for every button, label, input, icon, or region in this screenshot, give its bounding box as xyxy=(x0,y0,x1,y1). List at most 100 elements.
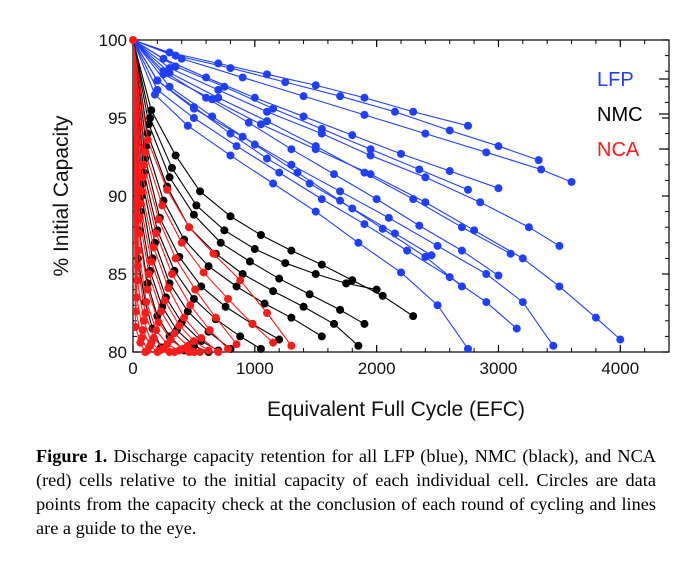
lfp-data-point xyxy=(360,220,369,229)
lfp-data-point xyxy=(384,213,393,222)
origin-data-point xyxy=(129,36,137,44)
nca-data-point xyxy=(136,338,145,347)
nmc-data-point xyxy=(305,290,314,299)
y-tick-label: 90 xyxy=(108,187,127,206)
lfp-curve-line xyxy=(133,39,499,277)
nca-data-point xyxy=(209,249,218,258)
lfp-data-point xyxy=(476,198,485,207)
nmc-data-point xyxy=(204,262,213,271)
series-lfp xyxy=(133,39,625,353)
lfp-data-point xyxy=(433,241,442,250)
nca-data-point xyxy=(149,243,158,252)
lfp-data-point xyxy=(208,112,217,121)
lfp-data-point xyxy=(232,142,241,151)
lfp-data-point xyxy=(518,298,527,307)
nca-data-point xyxy=(139,316,148,325)
nca-data-point xyxy=(189,337,198,346)
nca-data-point xyxy=(133,307,141,316)
lfp-data-point xyxy=(214,93,223,102)
lfp-data-point xyxy=(220,82,229,91)
lfp-data-point xyxy=(421,173,430,182)
series-nca xyxy=(133,39,296,356)
y-axis-label: % Initial Capacity xyxy=(50,115,73,277)
nca-data-point xyxy=(133,293,141,302)
lfp-data-point xyxy=(293,168,302,177)
lfp-data-point xyxy=(366,151,375,160)
nmc-data-point xyxy=(275,335,284,344)
nca-data-point xyxy=(157,307,166,316)
lfp-data-point xyxy=(464,344,472,353)
lfp-data-point xyxy=(409,107,418,116)
lfp-data-point xyxy=(287,145,296,154)
nca-data-point xyxy=(236,276,245,285)
nmc-data-point xyxy=(281,259,290,268)
lfp-data-point xyxy=(189,114,198,122)
lfp-data-point xyxy=(263,70,271,79)
y-tick-label: 80 xyxy=(108,343,127,362)
caption-label: Figure 1. xyxy=(36,446,108,466)
lfp-data-point xyxy=(238,73,247,82)
lfp-curve-line xyxy=(133,39,463,287)
nmc-data-point xyxy=(256,231,265,239)
nca-curve-line xyxy=(133,39,274,344)
nca-data-point xyxy=(263,309,271,317)
nca-data-point xyxy=(167,270,176,278)
lfp-data-point xyxy=(482,298,491,307)
lfp-data-point xyxy=(555,241,564,250)
nca-data-point xyxy=(152,229,161,238)
nmc-data-point xyxy=(260,299,269,308)
lfp-data-point xyxy=(348,131,357,140)
lfp-data-point xyxy=(171,62,180,71)
lfp-data-point xyxy=(482,270,491,278)
nmc-data-point xyxy=(378,291,387,300)
nmc-data-point xyxy=(221,302,230,311)
lfp-data-point xyxy=(616,335,625,344)
nca-data-point xyxy=(204,346,213,355)
lfp-data-point xyxy=(378,224,387,233)
nmc-data-point xyxy=(143,279,152,288)
nca-data-point xyxy=(175,321,184,330)
caption-text: Discharge capacity retention for all LFP… xyxy=(36,446,656,538)
nca-data-point xyxy=(152,326,161,335)
lfp-data-point xyxy=(457,223,466,232)
chart-svg: 0 1000 2000 3000 4000 80 85 90 95 100 Equivalent F… xyxy=(50,31,670,421)
lfp-data-point xyxy=(360,168,369,177)
nca-data-point xyxy=(185,223,194,232)
lfp-data-point xyxy=(269,179,278,188)
lfp-data-point xyxy=(177,54,186,63)
nmc-data-point xyxy=(348,276,357,285)
lfp-curve-line xyxy=(133,39,469,350)
nca-data-point xyxy=(186,301,195,310)
lfp-data-point xyxy=(244,118,253,127)
lfp-data-point xyxy=(317,124,326,133)
nca-data-point xyxy=(165,348,174,356)
lfp-data-point xyxy=(153,76,162,85)
nca-curve-line xyxy=(133,39,146,353)
nmc-data-point xyxy=(317,332,326,341)
nca-data-point xyxy=(141,348,150,356)
lfp-data-point xyxy=(549,341,558,350)
legend-entry-nmc: NMC xyxy=(597,104,643,126)
nmc-data-point xyxy=(196,187,204,196)
nca-data-point xyxy=(269,338,278,347)
lfp-data-point xyxy=(427,251,436,260)
nmc-data-point xyxy=(269,287,278,296)
lfp-data-point xyxy=(226,64,235,73)
nca-data-point xyxy=(142,298,151,307)
nca-data-point xyxy=(170,329,179,338)
y-tick-label: 100 xyxy=(99,31,127,50)
nmc-data-point xyxy=(409,312,418,321)
nca-data-point xyxy=(147,257,156,266)
nmc-data-point xyxy=(275,274,284,283)
lfp-data-point xyxy=(494,142,503,151)
lfp-data-point xyxy=(403,246,412,255)
lfp-data-point xyxy=(567,177,576,186)
nmc-data-point xyxy=(256,344,265,353)
nmc-data-point xyxy=(299,302,308,311)
plot-frame xyxy=(132,39,670,353)
x-axis-label: Equivalent Full Cycle (EFC) xyxy=(267,398,525,421)
lfp-data-point xyxy=(287,160,296,169)
nca-data-point xyxy=(143,135,152,144)
lfp-curve-line xyxy=(133,39,560,247)
nmc-data-point xyxy=(165,173,174,182)
